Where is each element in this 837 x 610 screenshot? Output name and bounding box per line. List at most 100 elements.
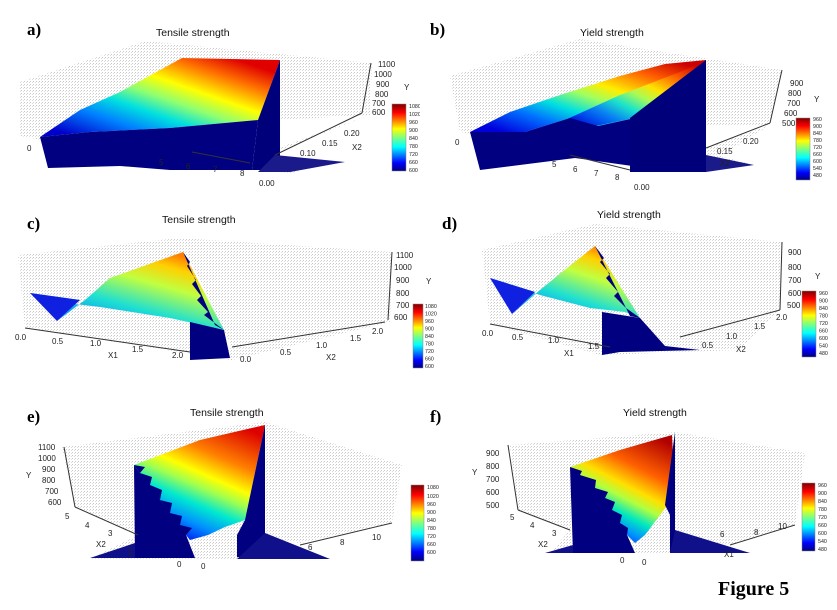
colorbar-tick: 660 (813, 152, 822, 158)
y-tick: 1.5 (350, 334, 362, 343)
colorbar-tick: 600 (427, 550, 436, 556)
x-axis (24, 327, 191, 353)
colorbar-tick: 540 (819, 344, 828, 350)
chart-title: Tensile strength (162, 214, 236, 226)
z-axis-label: Y (814, 95, 820, 104)
colorbar-tick: 900 (813, 124, 822, 130)
y-tick: 1.0 (726, 332, 738, 341)
z-tick: 600 (788, 289, 802, 298)
front-wall (40, 120, 258, 170)
z-tick: 500 (486, 501, 500, 510)
surface-dip (490, 278, 535, 314)
chart-title: Yield strength (597, 209, 661, 221)
z-tick: 700 (486, 475, 500, 484)
colorbar-tick: 720 (409, 152, 418, 158)
surface (30, 252, 224, 330)
y-tick: 4 (530, 521, 535, 530)
right-wall (665, 432, 675, 553)
z-tick: 600 (372, 108, 386, 117)
z-tick: 700 (396, 301, 410, 310)
y-axis-label: X2 (720, 159, 730, 168)
colorbar-tick: 960 (819, 291, 828, 297)
z-tick: 600 (784, 109, 798, 118)
panel-label: f) (430, 407, 442, 426)
z-tick: 800 (788, 89, 802, 98)
floor-shade (258, 155, 345, 172)
z-axis-label: Y (426, 277, 432, 286)
x-axis (191, 151, 251, 164)
y-axis (517, 509, 571, 531)
panel-a: a) Tensile strength 1100 1000 900 800 70… (0, 0, 420, 200)
z-axis-label: Y (404, 83, 410, 92)
colorbar-tick: 600 (819, 336, 828, 342)
z-axis (779, 241, 783, 311)
x-tick: 0.5 (52, 337, 64, 346)
z-tick: 800 (375, 90, 389, 99)
right-wall (237, 425, 265, 557)
back-wall-right (595, 224, 782, 349)
z-tick: 600 (394, 313, 408, 322)
y-axis-label: X2 (96, 540, 106, 549)
z-tick: 600 (48, 498, 62, 507)
z-axis (769, 69, 783, 124)
y-tick: 0.0 (240, 355, 252, 364)
x-tick: 1.5 (588, 342, 600, 351)
floor-shade (706, 155, 754, 172)
z-tick: 700 (787, 99, 801, 108)
x-axis (489, 323, 611, 348)
colorbar (412, 303, 424, 369)
x-axis (299, 522, 393, 546)
x-tick: 1.0 (90, 339, 102, 348)
z-axis (387, 251, 393, 321)
surface-plot: 1100 1000 900 800 700 600 Y 0 5 6 7 8 0.… (20, 41, 420, 188)
colorbar-tick: 900 (818, 491, 827, 497)
colorbar-tick: 1080 (425, 304, 437, 310)
colorbar-tick: 960 (409, 120, 418, 126)
colorbar-tick: 900 (425, 327, 434, 333)
colorbar (795, 117, 811, 181)
z-tick: 800 (42, 476, 56, 485)
colorbar-tick: 780 (427, 526, 436, 532)
y-tick: 0.00 (634, 183, 650, 192)
side-wall (630, 60, 706, 172)
x-tick: 6 (308, 543, 313, 552)
chart-title: Tensile strength (156, 27, 230, 39)
colorbar-tick: 720 (818, 515, 827, 521)
y-tick: 0.5 (280, 348, 292, 357)
step-notches (570, 467, 628, 535)
chart-title: Tensile strength (190, 407, 264, 419)
back-wall-right (146, 41, 372, 120)
panel-e: e) Tensile strength 1100 1000 900 800 70… (0, 395, 440, 610)
z-tick: 1000 (394, 263, 412, 272)
colorbar-tick: 960 (813, 117, 822, 123)
y-tick: 4 (85, 521, 90, 530)
front-wall (190, 322, 230, 360)
surface (570, 435, 675, 543)
x-tick: 6 (186, 162, 191, 171)
floor-right (237, 533, 330, 559)
x-tick: 7 (594, 169, 599, 178)
x-tick: 1.5 (132, 345, 144, 354)
y-axis (274, 112, 363, 156)
x-tick: 0 (27, 144, 32, 153)
colorbar-tick: 720 (427, 534, 436, 540)
z-tick: 900 (790, 79, 804, 88)
y-tick: 1.5 (754, 322, 766, 331)
y-tick: 0 (620, 556, 625, 565)
y-tick: 0.00 (259, 179, 275, 188)
y-tick: 0.5 (702, 341, 714, 350)
floor-right (670, 530, 750, 553)
y-tick: 0 (177, 560, 182, 569)
colorbar-tick: 660 (427, 542, 436, 548)
colorbar-tick: 780 (813, 138, 822, 144)
y-axis (679, 309, 781, 338)
colorbar (801, 482, 816, 552)
surface-plot: 1100 1000 900 800 700 600 Y 0.0 0.5 1.0 … (15, 238, 437, 370)
z-tick: 1100 (378, 60, 396, 69)
z-tick: 1000 (374, 70, 392, 79)
z-tick: 900 (486, 449, 500, 458)
x-tick: 1.0 (548, 336, 560, 345)
panel-label: b) (430, 20, 446, 39)
colorbar-tick: 780 (409, 144, 418, 150)
z-tick: 1000 (38, 454, 56, 463)
